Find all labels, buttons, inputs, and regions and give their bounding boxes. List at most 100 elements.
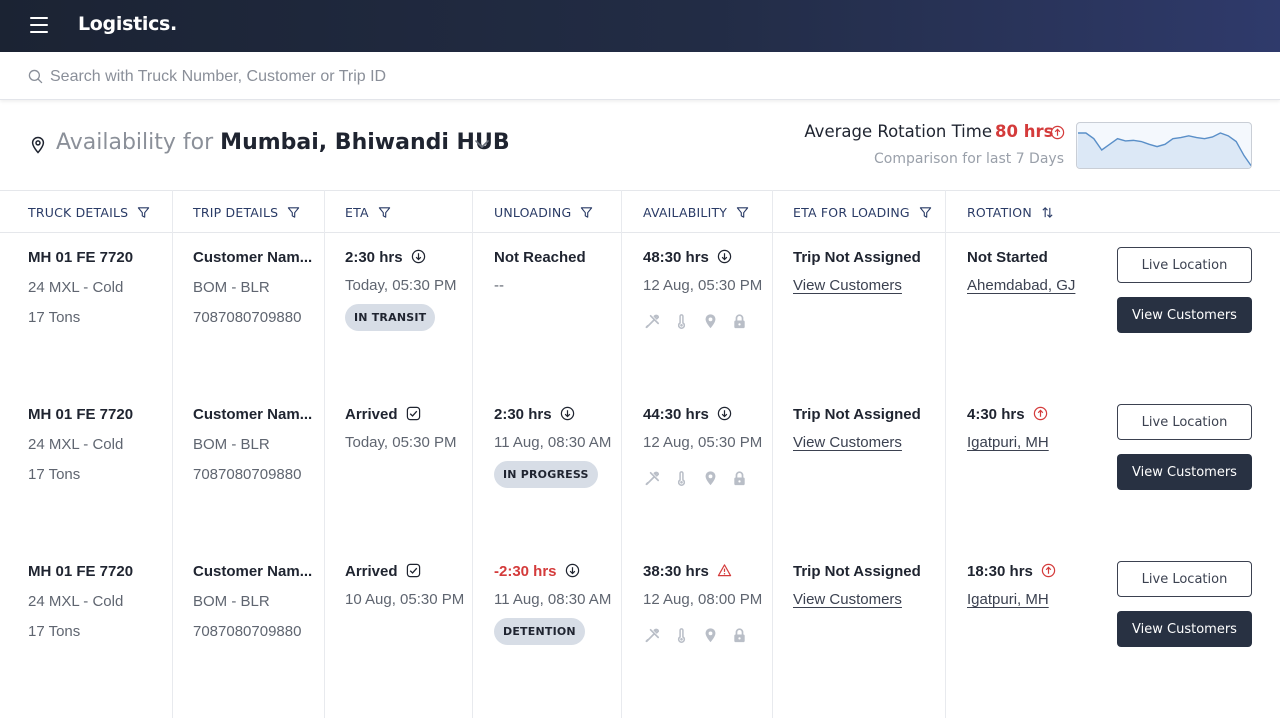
availability-value-text: 38:30 hrs bbox=[643, 563, 709, 580]
loading-status: Trip Not Assigned bbox=[793, 249, 921, 266]
view-customers-link[interactable]: View Customers bbox=[793, 277, 902, 294]
filter-icon[interactable] bbox=[580, 206, 593, 219]
live-location-button[interactable]: Live Location bbox=[1117, 561, 1252, 597]
sparkline-line bbox=[1078, 132, 1251, 167]
hub-name[interactable]: Mumbai, Bhiwandi HUB bbox=[220, 130, 510, 155]
availability-value-text: 44:30 hrs bbox=[643, 406, 709, 423]
lock-icon bbox=[734, 471, 745, 486]
column-divider bbox=[472, 190, 473, 718]
truck-number: MH 01 FE 7720 bbox=[28, 249, 134, 266]
trip-id: 7087080709880 bbox=[193, 623, 302, 640]
location-icon bbox=[705, 314, 716, 329]
availability-icons bbox=[644, 313, 748, 330]
trip-route: BOM - BLR bbox=[193, 593, 270, 610]
arrow-down-circle-icon bbox=[565, 563, 579, 578]
status-badge: IN TRANSIT bbox=[345, 304, 436, 331]
live-location-button[interactable]: Live Location bbox=[1117, 404, 1252, 440]
column-divider bbox=[772, 190, 773, 718]
search-input[interactable] bbox=[50, 64, 950, 90]
menu-icon[interactable] bbox=[30, 17, 48, 33]
availability-value: 48:30 hrs bbox=[643, 249, 732, 266]
eta-time: Today, 05:30 PM bbox=[345, 277, 457, 294]
view-customers-link[interactable]: View Customers bbox=[793, 434, 902, 451]
location-pin-icon bbox=[31, 136, 45, 154]
column-label: TRUCK DETAILS bbox=[28, 204, 129, 220]
column-label: TRIP DETAILS bbox=[193, 204, 279, 220]
column-availability: AVAILABILITY bbox=[643, 191, 749, 233]
column-label: UNLOADING bbox=[494, 204, 572, 220]
availability-prefix: Availability for bbox=[56, 130, 214, 155]
column-divider bbox=[945, 190, 946, 718]
lock-icon bbox=[734, 628, 745, 643]
status-badge: DETENTION bbox=[494, 618, 585, 645]
availability-icons bbox=[644, 627, 748, 644]
rotation-location-link[interactable]: Igatpuri, MH bbox=[967, 434, 1049, 451]
arrow-up-circle-icon bbox=[1050, 125, 1065, 140]
column-label: ETA FOR LOADING bbox=[793, 204, 910, 220]
filter-icon[interactable] bbox=[378, 206, 391, 219]
column-divider bbox=[172, 190, 173, 718]
view-customers-link[interactable]: View Customers bbox=[793, 591, 902, 608]
availability-time: 12 Aug, 05:30 PM bbox=[643, 277, 763, 294]
arrow-up-circle-icon bbox=[1033, 406, 1047, 421]
chevron-down-icon[interactable] bbox=[474, 138, 490, 150]
truck-capacity: 17 Tons bbox=[28, 466, 81, 483]
column-trip-details: TRIP DETAILS bbox=[193, 191, 300, 233]
app-logo: Logistics. bbox=[78, 13, 177, 35]
truck-number: MH 01 FE 7720 bbox=[28, 406, 134, 423]
filter-icon[interactable] bbox=[137, 206, 150, 219]
filter-icon[interactable] bbox=[919, 206, 932, 219]
column-eta: ETA bbox=[345, 191, 391, 233]
view-customers-button[interactable]: View Customers bbox=[1117, 297, 1252, 333]
location-icon bbox=[705, 628, 716, 643]
truck-type: 24 MXL - Cold bbox=[28, 593, 124, 610]
rotation-value: Not Started bbox=[967, 249, 1048, 266]
eta-time: Today, 05:30 PM bbox=[345, 434, 457, 451]
thermometer-icon bbox=[677, 628, 686, 643]
eta-time: 10 Aug, 05:30 PM bbox=[345, 591, 465, 608]
search-icon bbox=[28, 69, 43, 84]
status-badge: IN PROGRESS bbox=[494, 461, 598, 488]
availability-time: 12 Aug, 05:30 PM bbox=[643, 434, 763, 451]
column-divider bbox=[324, 190, 325, 718]
rotation-location-link[interactable]: Ahemdabad, GJ bbox=[967, 277, 1076, 294]
unloading-value: -2:30 hrs bbox=[494, 563, 580, 580]
availability-time: 12 Aug, 08:00 PM bbox=[643, 591, 763, 608]
unloading-time: -- bbox=[494, 277, 504, 294]
filter-icon[interactable] bbox=[736, 206, 749, 219]
truck-number: MH 01 FE 7720 bbox=[28, 563, 134, 580]
eta-value: Arrived bbox=[345, 563, 421, 580]
trip-id: 7087080709880 bbox=[193, 309, 302, 326]
arrow-down-circle-icon bbox=[717, 249, 732, 264]
tools-icon bbox=[645, 628, 660, 643]
thermometer-icon bbox=[677, 314, 686, 329]
live-location-button[interactable]: Live Location bbox=[1117, 247, 1252, 283]
filter-icon[interactable] bbox=[287, 206, 300, 219]
check-square-icon bbox=[406, 563, 420, 578]
rotation-value-text: 4:30 hrs bbox=[967, 406, 1025, 423]
truck-type: 24 MXL - Cold bbox=[28, 279, 124, 296]
lock-icon bbox=[734, 314, 745, 329]
sort-icon[interactable] bbox=[1041, 206, 1054, 219]
tools-icon bbox=[645, 314, 660, 329]
view-customers-button[interactable]: View Customers bbox=[1117, 611, 1252, 647]
sparkline-area bbox=[1077, 133, 1251, 168]
location-icon bbox=[705, 471, 716, 486]
truck-capacity: 17 Tons bbox=[28, 623, 81, 640]
column-divider bbox=[621, 190, 622, 718]
rotation-location-link[interactable]: Igatpuri, MH bbox=[967, 591, 1049, 608]
unloading-value-text: 2:30 hrs bbox=[494, 406, 552, 423]
customer-name: Customer Nam... bbox=[193, 406, 313, 423]
view-customers-button[interactable]: View Customers bbox=[1117, 454, 1252, 490]
trip-route: BOM - BLR bbox=[193, 436, 270, 453]
top-bar: Logistics. bbox=[0, 0, 1280, 52]
warning-triangle-icon bbox=[717, 564, 732, 577]
truck-type: 24 MXL - Cold bbox=[28, 436, 124, 453]
availability-value: 38:30 hrs bbox=[643, 563, 732, 580]
unloading-time: 11 Aug, 08:30 AM bbox=[494, 591, 612, 608]
column-rotation: ROTATION bbox=[967, 191, 1054, 233]
unloading-value-text: -2:30 hrs bbox=[494, 563, 557, 580]
avg-rotation-value: 80 hrs bbox=[995, 122, 1054, 141]
sparkline-chart bbox=[1077, 132, 1251, 168]
eta-value: Arrived bbox=[345, 406, 421, 423]
